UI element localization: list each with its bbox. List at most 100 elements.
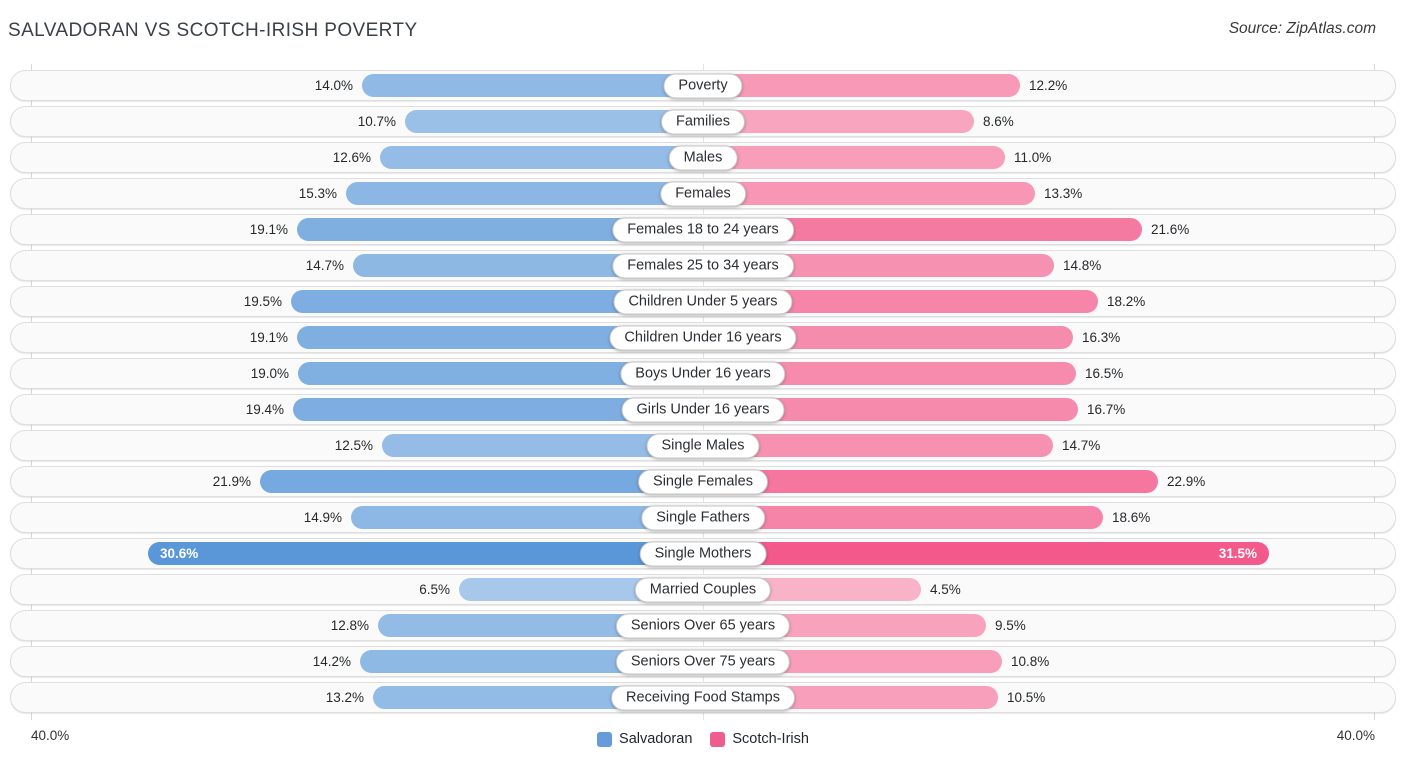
scotch-irish-bar — [703, 398, 1078, 421]
salvadoran-value: 6.5% — [419, 582, 450, 597]
bar-row: 6.5% 4.5% Married Couples — [10, 574, 1396, 605]
chart-title: SALVADORAN VS SCOTCH-IRISH POVERTY — [8, 20, 418, 41]
salvadoran-value: 12.5% — [334, 438, 373, 453]
source-credit: Source: ZipAtlas.com — [1228, 20, 1376, 37]
scotch-irish-bar — [703, 218, 1142, 241]
salvadoran-bar — [405, 110, 703, 133]
scotch-irish-bar — [703, 326, 1073, 349]
scotch-irish-bar — [703, 362, 1076, 385]
left-axis-max-label: 40.0% — [31, 728, 70, 743]
category-pill: Single Fathers — [641, 505, 765, 530]
scotch-irish-bar — [703, 470, 1158, 493]
scotch-irish-value: 13.3% — [1044, 186, 1083, 201]
salvadoran-bar — [291, 290, 703, 313]
salvadoran-value: 12.8% — [330, 618, 369, 633]
scotch-irish-value: 14.7% — [1062, 438, 1101, 453]
category-pill: Single Mothers — [639, 541, 767, 566]
bar-row: 14.7% 14.8% Females 25 to 34 years — [10, 250, 1396, 281]
scotch-irish-value: 21.6% — [1151, 222, 1190, 237]
salvadoran-value: 13.2% — [325, 690, 364, 705]
scotch-irish-value: 10.5% — [1007, 690, 1046, 705]
scotch-irish-bar — [703, 290, 1098, 313]
salvadoran-value: 19.4% — [245, 402, 284, 417]
category-pill: Females — [660, 181, 746, 206]
category-pill: Males — [668, 145, 738, 170]
category-pill: Females 25 to 34 years — [612, 253, 794, 278]
salvadoran-value: 15.3% — [298, 186, 337, 201]
scotch-irish-value: 31.5% — [1218, 546, 1257, 561]
scotch-irish-value: 9.5% — [995, 618, 1026, 633]
category-pill: Seniors Over 75 years — [615, 649, 791, 674]
scotch-irish-legend-label: Scotch-Irish — [732, 731, 809, 747]
chart-footer: 40.0% Salvadoran Scotch-Irish 40.0% — [10, 724, 1396, 754]
scotch-irish-value: 11.0% — [1014, 150, 1052, 165]
right-axis-max-label: 40.0% — [1336, 728, 1375, 743]
salvadoran-bar — [293, 398, 703, 421]
category-pill: Single Females — [638, 469, 768, 494]
bar-row: 19.0% 16.5% Boys Under 16 years — [10, 358, 1396, 389]
scotch-irish-bar — [703, 110, 974, 133]
chart-header: SALVADORAN VS SCOTCH-IRISH POVERTY Sourc… — [0, 0, 1406, 62]
bar-row: 19.1% 16.3% Children Under 16 years — [10, 322, 1396, 353]
legend-item-salvadoran: Salvadoran — [597, 731, 692, 747]
bar-row: 14.0% 12.2% Poverty — [10, 70, 1396, 101]
category-pill: Receiving Food Stamps — [611, 685, 795, 710]
bar-row: 14.2% 10.8% Seniors Over 75 years — [10, 646, 1396, 677]
bar-row: 30.6% 31.5% Single Mothers — [10, 538, 1396, 569]
category-pill: Females 18 to 24 years — [612, 217, 794, 242]
salvadoran-value: 19.0% — [250, 366, 289, 381]
category-pill: Girls Under 16 years — [621, 397, 785, 422]
salvadoran-bar — [346, 182, 703, 205]
center-gridline — [703, 64, 704, 720]
bar-row: 19.1% 21.6% Females 18 to 24 years — [10, 214, 1396, 245]
left-axis-gridline — [31, 64, 32, 720]
scotch-irish-value: 4.5% — [930, 582, 961, 597]
salvadoran-bar — [297, 326, 703, 349]
scotch-irish-value: 16.7% — [1087, 402, 1126, 417]
scotch-irish-value: 14.8% — [1063, 258, 1102, 273]
salvadoran-legend-label: Salvadoran — [619, 731, 693, 747]
salvadoran-value: 10.7% — [357, 114, 396, 129]
salvadoran-value: 14.2% — [312, 654, 351, 669]
bar-row: 12.6% 11.0% Males — [10, 142, 1396, 173]
category-pill: Married Couples — [634, 577, 772, 602]
scotch-irish-value: 8.6% — [983, 114, 1014, 129]
scotch-irish-bar — [703, 146, 1005, 169]
category-pill: Seniors Over 65 years — [615, 613, 791, 638]
bar-row: 15.3% 13.3% Females — [10, 178, 1396, 209]
scotch-irish-value: 10.8% — [1011, 654, 1050, 669]
right-axis-gridline — [1374, 64, 1375, 720]
scotch-irish-value: 12.2% — [1029, 78, 1068, 93]
bar-rows-container: 14.0% 12.2% Poverty 10.7% 8.6% Families 12.6% 1… — [10, 70, 1396, 713]
scotch-irish-bar — [703, 542, 1269, 565]
bar-row: 10.7% 8.6% Families — [10, 106, 1396, 137]
salvadoran-bar — [298, 362, 703, 385]
category-pill: Single Males — [646, 433, 760, 458]
salvadoran-bar — [297, 218, 703, 241]
salvadoran-value: 14.9% — [303, 510, 342, 525]
category-pill: Children Under 5 years — [613, 289, 793, 314]
salvadoran-bar — [148, 542, 703, 565]
salvadoran-value: 12.6% — [332, 150, 371, 165]
salvadoran-bar — [260, 470, 703, 493]
scotch-irish-value: 18.2% — [1107, 294, 1146, 309]
salvadoran-bar — [380, 146, 703, 169]
salvadoran-value: 19.1% — [249, 330, 288, 345]
chart-area: 14.0% 12.2% Poverty 10.7% 8.6% Families 12.6% 1… — [10, 64, 1396, 720]
scotch-irish-value: 22.9% — [1167, 474, 1206, 489]
scotch-irish-bar — [703, 182, 1035, 205]
scotch-irish-value: 16.3% — [1082, 330, 1121, 345]
scotch-irish-legend-swatch — [710, 731, 726, 747]
scotch-irish-value: 18.6% — [1112, 510, 1151, 525]
salvadoran-value: 19.5% — [243, 294, 282, 309]
bar-row: 13.2% 10.5% Receiving Food Stamps — [10, 682, 1396, 713]
scotch-irish-value: 16.5% — [1085, 366, 1124, 381]
bar-row: 19.5% 18.2% Children Under 5 years — [10, 286, 1396, 317]
salvadoran-value: 14.0% — [314, 78, 353, 93]
salvadoran-bar — [382, 434, 703, 457]
category-pill: Children Under 16 years — [609, 325, 797, 350]
category-pill: Families — [661, 109, 745, 134]
legend: Salvadoran Scotch-Irish — [597, 731, 809, 747]
salvadoran-value: 30.6% — [160, 546, 199, 561]
scotch-irish-bar — [703, 434, 1053, 457]
